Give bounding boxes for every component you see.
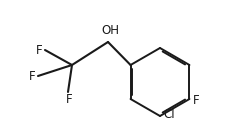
Text: OH: OH bbox=[101, 24, 119, 38]
Text: F: F bbox=[29, 69, 36, 83]
Text: Cl: Cl bbox=[162, 109, 174, 121]
Text: F: F bbox=[36, 44, 43, 56]
Text: F: F bbox=[65, 93, 72, 106]
Text: F: F bbox=[192, 94, 198, 106]
